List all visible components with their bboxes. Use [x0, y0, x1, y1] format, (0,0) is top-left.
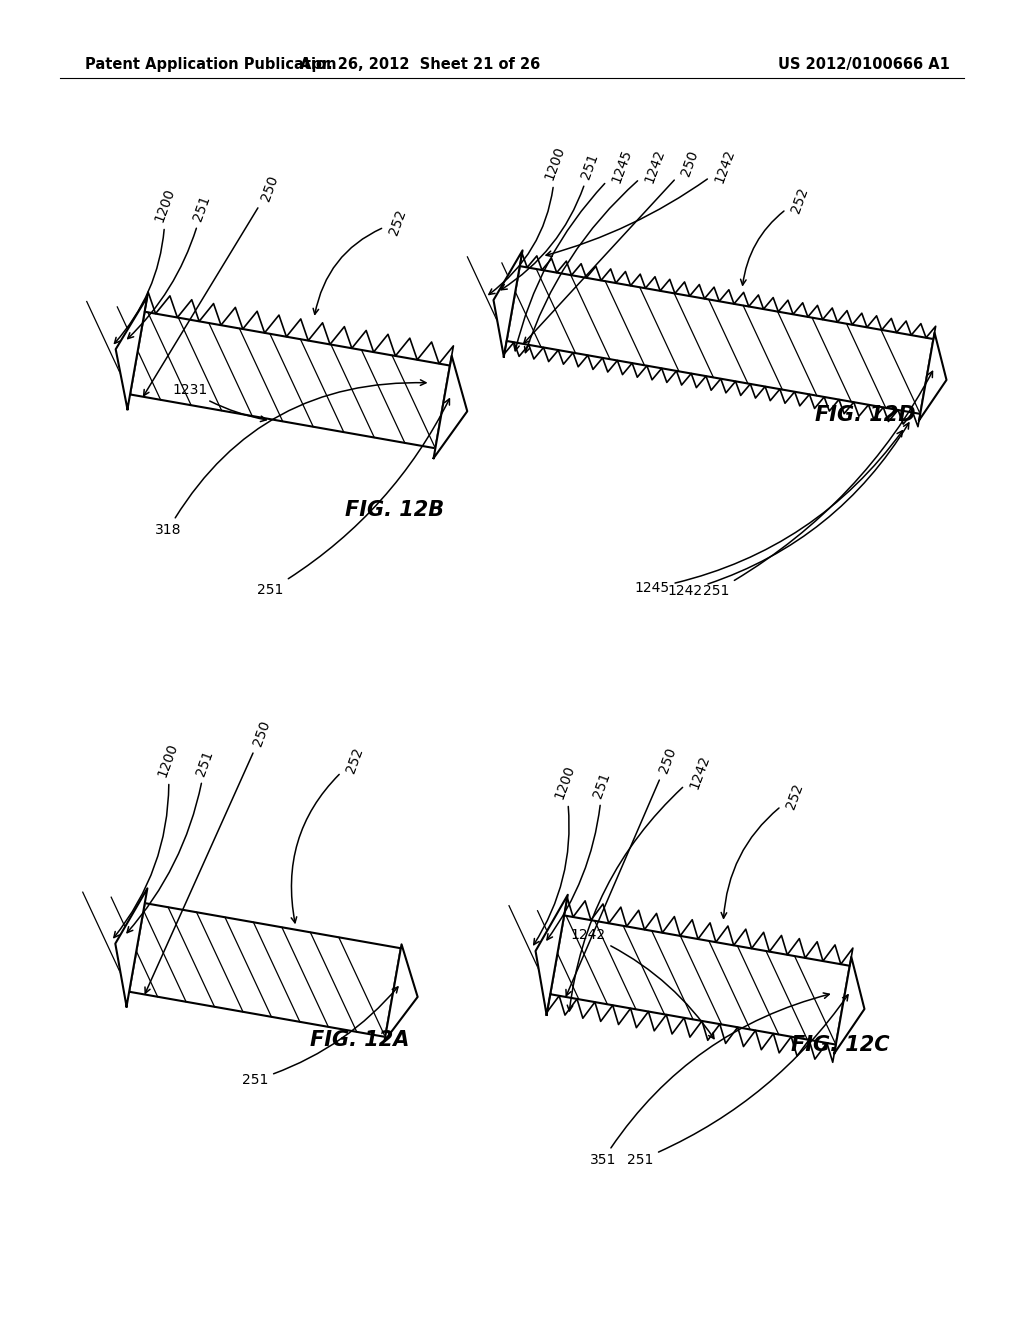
Text: FIG. 12D: FIG. 12D — [815, 405, 915, 425]
Text: 1200: 1200 — [114, 741, 180, 937]
Text: 251: 251 — [127, 748, 216, 933]
Polygon shape — [129, 903, 400, 1038]
Text: 251: 251 — [128, 193, 213, 339]
Text: 1245: 1245 — [514, 147, 635, 351]
Polygon shape — [385, 944, 418, 1041]
Text: 251: 251 — [702, 371, 933, 598]
Text: 252: 252 — [291, 746, 366, 923]
Text: 318: 318 — [155, 380, 426, 537]
Text: 1242: 1242 — [567, 754, 713, 1011]
Polygon shape — [835, 957, 864, 1053]
Text: 252: 252 — [740, 185, 811, 285]
Polygon shape — [920, 333, 946, 420]
Polygon shape — [536, 895, 567, 1015]
Text: 251: 251 — [627, 995, 848, 1167]
Polygon shape — [116, 888, 147, 1007]
Polygon shape — [494, 251, 522, 356]
Text: 1200: 1200 — [534, 763, 578, 945]
Text: US 2012/0100666 A1: US 2012/0100666 A1 — [778, 58, 950, 73]
Text: 250: 250 — [524, 148, 701, 343]
Text: 250: 250 — [143, 173, 281, 396]
Polygon shape — [507, 267, 934, 414]
Text: 252: 252 — [313, 207, 409, 314]
Text: 251: 251 — [501, 152, 601, 290]
Text: 252: 252 — [721, 781, 806, 919]
Polygon shape — [130, 312, 450, 449]
Text: 251: 251 — [242, 987, 398, 1086]
Text: 1242: 1242 — [524, 147, 668, 352]
Text: Patent Application Publication: Patent Application Publication — [85, 58, 337, 73]
Text: 250: 250 — [566, 746, 679, 995]
Text: 351: 351 — [590, 993, 829, 1167]
Text: 251: 251 — [547, 770, 613, 940]
Text: 251: 251 — [257, 399, 450, 597]
Text: 1242: 1242 — [570, 928, 714, 1039]
Text: 1245: 1245 — [635, 430, 902, 595]
Polygon shape — [550, 916, 850, 1044]
Polygon shape — [116, 297, 147, 409]
Text: 1242: 1242 — [668, 422, 909, 598]
Text: 1242: 1242 — [546, 147, 737, 256]
Text: FIG. 12C: FIG. 12C — [791, 1035, 889, 1055]
Polygon shape — [433, 355, 467, 458]
Text: 1200: 1200 — [115, 186, 177, 343]
Text: Apr. 26, 2012  Sheet 21 of 26: Apr. 26, 2012 Sheet 21 of 26 — [300, 58, 540, 73]
Text: 250: 250 — [145, 718, 273, 993]
Text: FIG. 12A: FIG. 12A — [310, 1030, 410, 1049]
Text: 1200: 1200 — [488, 144, 567, 294]
Text: 1231: 1231 — [172, 383, 266, 421]
Text: FIG. 12B: FIG. 12B — [345, 500, 444, 520]
